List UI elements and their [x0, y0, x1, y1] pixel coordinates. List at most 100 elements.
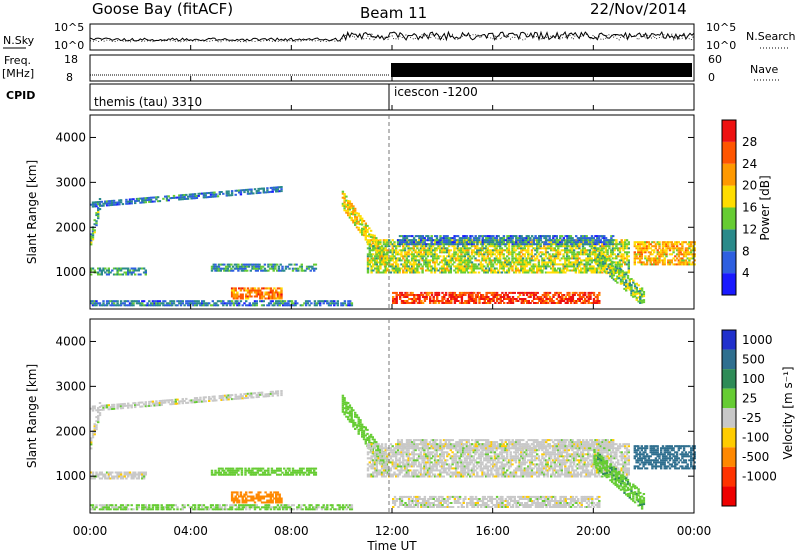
echo-cell [506, 265, 509, 268]
velocity-heatmap [90, 390, 696, 511]
echo-cell [348, 200, 352, 203]
echo-cell [443, 302, 446, 304]
echo-cell [495, 296, 499, 298]
echo-cell [448, 237, 451, 240]
echo-cell [258, 467, 261, 470]
echo-cell [465, 247, 468, 250]
echo-cell [243, 393, 246, 396]
echo-cell [423, 296, 427, 298]
echo-cell [221, 473, 224, 476]
echo-cell [127, 300, 130, 303]
echo-cell [307, 265, 311, 268]
echo-cell [98, 504, 102, 507]
echo-cell [539, 247, 542, 250]
echo-cell [495, 267, 498, 270]
echo-cell [359, 229, 362, 232]
echo-cell [493, 245, 497, 248]
echo-cell [215, 399, 218, 402]
echo-cell [419, 249, 423, 252]
echo-cell [530, 251, 534, 254]
echo-cell [95, 424, 98, 427]
echo-cell [522, 291, 525, 294]
echo-cell [467, 257, 470, 260]
echo-cell [134, 202, 137, 205]
echo-cell [571, 243, 574, 246]
echo-cell [241, 495, 244, 498]
echo-cell [410, 251, 414, 254]
echo-cell [654, 243, 658, 246]
echo-cell [564, 245, 567, 248]
echo-cell [149, 200, 153, 203]
echo-cell [567, 265, 571, 268]
echo-cell [260, 469, 263, 472]
echo-cell [601, 245, 604, 248]
echo-cell [274, 267, 277, 270]
echo-cell [532, 265, 535, 268]
echo-cell [633, 255, 636, 258]
echo-cell [202, 194, 206, 197]
echo-cell [521, 261, 525, 264]
echo-cell [456, 253, 460, 256]
echo-cell [492, 235, 495, 238]
echo-cell [597, 271, 600, 274]
echo-cell [216, 265, 219, 268]
echo-cell [444, 302, 448, 304]
echo-cell [300, 263, 303, 266]
echo-cell [576, 255, 579, 258]
echo-cell [525, 300, 529, 302]
echo-cell [262, 300, 265, 303]
echo-cell [148, 300, 151, 303]
echo-cell [440, 249, 444, 252]
echo-cell [253, 188, 257, 191]
echo-cell [654, 247, 658, 250]
echo-cell [543, 253, 546, 256]
echo-cell [624, 257, 627, 260]
echo-cell [560, 243, 564, 246]
echo-cell [421, 259, 424, 262]
echo-cell [400, 243, 403, 246]
echo-cell [253, 291, 257, 294]
echo-cell [230, 287, 234, 290]
echo-cell [675, 247, 679, 250]
echo-cell [544, 249, 548, 252]
echo-cell [625, 287, 628, 290]
echo-cell [156, 196, 160, 199]
echo-cell [592, 237, 595, 240]
echo-cell [397, 241, 400, 244]
echo-cell [238, 302, 241, 305]
echo-cell [93, 405, 96, 408]
echo-cell [193, 193, 197, 196]
echo-cell [98, 477, 102, 480]
echo-cell [572, 245, 576, 248]
echo-cell [465, 265, 468, 268]
echo-cell [504, 291, 508, 294]
echo-cell [523, 259, 526, 262]
echo-cell [479, 235, 483, 238]
echo-cell [613, 253, 616, 256]
echo-cell [624, 247, 627, 250]
echo-cell [693, 253, 696, 256]
echo-cell [128, 198, 132, 201]
echo-cell [209, 304, 213, 307]
echo-cell [606, 253, 609, 256]
echo-cell [248, 289, 251, 292]
echo-cell [98, 267, 102, 270]
echo-cell [151, 302, 155, 305]
echo-cell [633, 259, 636, 262]
echo-cell [372, 257, 375, 260]
echo-cell [172, 194, 176, 197]
echo-cell [114, 273, 118, 276]
echo-cell [277, 467, 281, 470]
echo-cell [675, 257, 679, 260]
echo-cell [506, 296, 509, 298]
echo-cell [511, 265, 514, 268]
echo-cell [91, 236, 95, 239]
echo-cell [632, 291, 635, 294]
echo-cell [434, 294, 437, 296]
echo-cell [534, 265, 537, 268]
echo-cell [257, 495, 260, 498]
echo-cell [531, 291, 534, 294]
echo-cell [146, 304, 149, 307]
echo-cell [472, 239, 476, 242]
echo-cell [590, 247, 593, 250]
